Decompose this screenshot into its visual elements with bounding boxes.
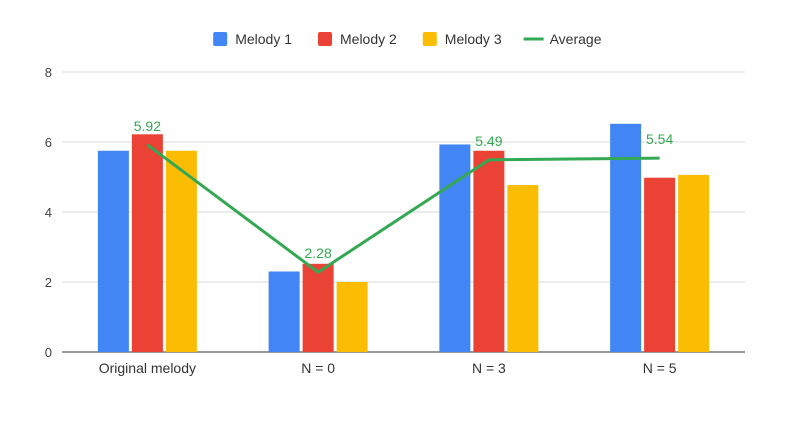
y-tick-label: 2 (45, 275, 52, 290)
x-tick-label: N = 3 (472, 360, 506, 376)
legend-swatch (422, 32, 437, 46)
average-data-label: 5.49 (475, 133, 502, 149)
average-data-label: 5.54 (646, 131, 673, 147)
bar (610, 123, 642, 352)
gridlines (62, 71, 745, 353)
x-tick-label: N = 0 (301, 360, 335, 376)
bar (507, 185, 539, 352)
average-line-path (146, 143, 660, 274)
bar (336, 282, 368, 352)
x-tick-label: N = 5 (643, 360, 677, 376)
bar (268, 271, 300, 352)
x-axis-ticks: Original melody N = 0 N = 3 N = 5 (99, 360, 677, 376)
bar (131, 134, 163, 352)
average-line (146, 143, 660, 274)
legend-swatch (318, 32, 332, 46)
legend-swatch (213, 32, 228, 46)
data-labels: 5.92 2.28 5.49 5.54 (134, 118, 674, 261)
bar (302, 263, 334, 352)
legend-label: Melody 2 (340, 31, 397, 47)
legend-item: Melody 1 (213, 31, 292, 47)
bar (97, 150, 129, 352)
legend: Melody 1 Melody 2 Melody 3 Average (213, 31, 602, 47)
legend-item: Melody 2 (318, 31, 397, 47)
bar (473, 150, 505, 352)
bar (678, 174, 710, 352)
average-data-label: 2.28 (305, 245, 332, 261)
x-tick-label: Original melody (99, 360, 196, 376)
y-tick-label: 4 (45, 205, 52, 220)
legend-item: Average (523, 31, 602, 47)
average-data-label: 5.92 (134, 118, 161, 134)
legend-label: Melody 1 (235, 31, 292, 47)
bar (439, 144, 471, 352)
y-axis-ticks: 0 2 4 6 8 (45, 65, 52, 360)
y-tick-label: 6 (45, 135, 52, 150)
legend-item: Melody 3 (422, 31, 502, 47)
legend-label: Melody 3 (445, 31, 502, 47)
y-tick-label: 8 (45, 65, 52, 80)
y-tick-label: 0 (45, 345, 52, 360)
bars (97, 123, 710, 352)
bar (165, 150, 197, 352)
bar (644, 177, 676, 352)
legend-label: Average (550, 31, 602, 47)
